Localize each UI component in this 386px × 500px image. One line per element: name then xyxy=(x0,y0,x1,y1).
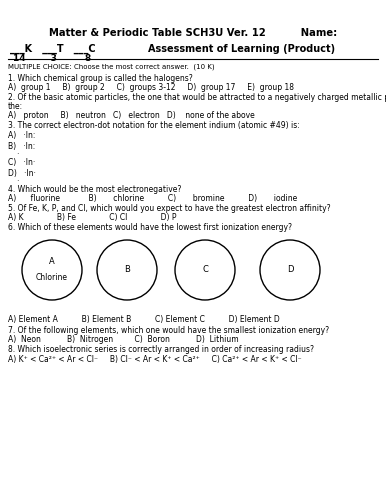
Text: MULTIPLE CHOICE: Choose the most correct answer.  (10 K): MULTIPLE CHOICE: Choose the most correct… xyxy=(8,64,215,70)
Text: A) Element A          B) Element B          C) Element C          D) Element D: A) Element A B) Element B C) Element C D… xyxy=(8,315,280,324)
Text: 1. Which chemical group is called the halogens?: 1. Which chemical group is called the ha… xyxy=(8,74,193,83)
Text: the:: the: xyxy=(8,102,23,111)
Text: 8. Which isoelectronic series is correctly arranged in order of increasing radiu: 8. Which isoelectronic series is correct… xyxy=(8,345,314,354)
Text: 2. Of the basic atomic particles, the one that would be attracted to a negativel: 2. Of the basic atomic particles, the on… xyxy=(8,93,386,102)
Text: C)   ·In·: C) ·In· xyxy=(8,158,35,167)
Text: 3. The correct electron-dot notation for the element indium (atomic #49) is:: 3. The correct electron-dot notation for… xyxy=(8,121,300,130)
Text: C: C xyxy=(202,266,208,274)
Text: D)   ·In·: D) ·In· xyxy=(8,169,36,178)
Text: 7. Of the following elements, which one would have the smallest ionization energ: 7. Of the following elements, which one … xyxy=(8,326,329,335)
Text: A)  group 1     B)  group 2     C)  groups 3-12     D)  group 17     E)  group 1: A) group 1 B) group 2 C) groups 3-12 D) … xyxy=(8,83,294,92)
Text: ·: · xyxy=(16,150,19,159)
Text: A)   proton     B)   neutron   C)   electron   D)    none of the above: A) proton B) neutron C) electron D) none… xyxy=(8,111,255,120)
Text: A) K              B) Fe              C) Cl              D) P: A) K B) Fe C) Cl D) P xyxy=(8,213,176,222)
Text: Chlorine: Chlorine xyxy=(36,272,68,281)
Text: ·: · xyxy=(16,177,19,186)
Text: 5. Of Fe, K, P, and Cl, which would you expect to have the greatest electron aff: 5. Of Fe, K, P, and Cl, which would you … xyxy=(8,204,331,213)
Text: B)   ·In:: B) ·In: xyxy=(8,142,35,151)
Text: 4. Which would be the most electronegative?: 4. Which would be the most electronegati… xyxy=(8,185,181,194)
Text: Matter & Periodic Table SCH3U Ver. 12          Name:: Matter & Periodic Table SCH3U Ver. 12 Na… xyxy=(49,28,337,38)
Text: A) K⁺ < Ca²⁺ < Ar < Cl⁻     B) Cl⁻ < Ar < K⁺ < Ca²⁺     C) Ca²⁺ < Ar < K⁺ < Cl⁻: A) K⁺ < Ca²⁺ < Ar < Cl⁻ B) Cl⁻ < Ar < K⁺… xyxy=(8,355,301,364)
Text: Assessment of Learning (Product): Assessment of Learning (Product) xyxy=(148,44,335,54)
Text: D: D xyxy=(287,266,293,274)
Text: B: B xyxy=(124,266,130,274)
Text: 14        3         8: 14 3 8 xyxy=(13,54,91,63)
Text: ___K   ___T   ___C: ___K ___T ___C xyxy=(10,44,96,54)
Text: A: A xyxy=(49,258,55,266)
Text: A)  Neon           B)  Nitrogen         C)  Boron           D)  Lithium: A) Neon B) Nitrogen C) Boron D) Lithium xyxy=(8,335,239,344)
Text: A)   ·In:: A) ·In: xyxy=(8,131,36,140)
Text: A)      fluorine            B)       chlorine          C)       bromine         : A) fluorine B) chlorine C) bromine xyxy=(8,194,297,203)
Text: 6. Which of these elements would have the lowest first ionization energy?: 6. Which of these elements would have th… xyxy=(8,223,292,232)
